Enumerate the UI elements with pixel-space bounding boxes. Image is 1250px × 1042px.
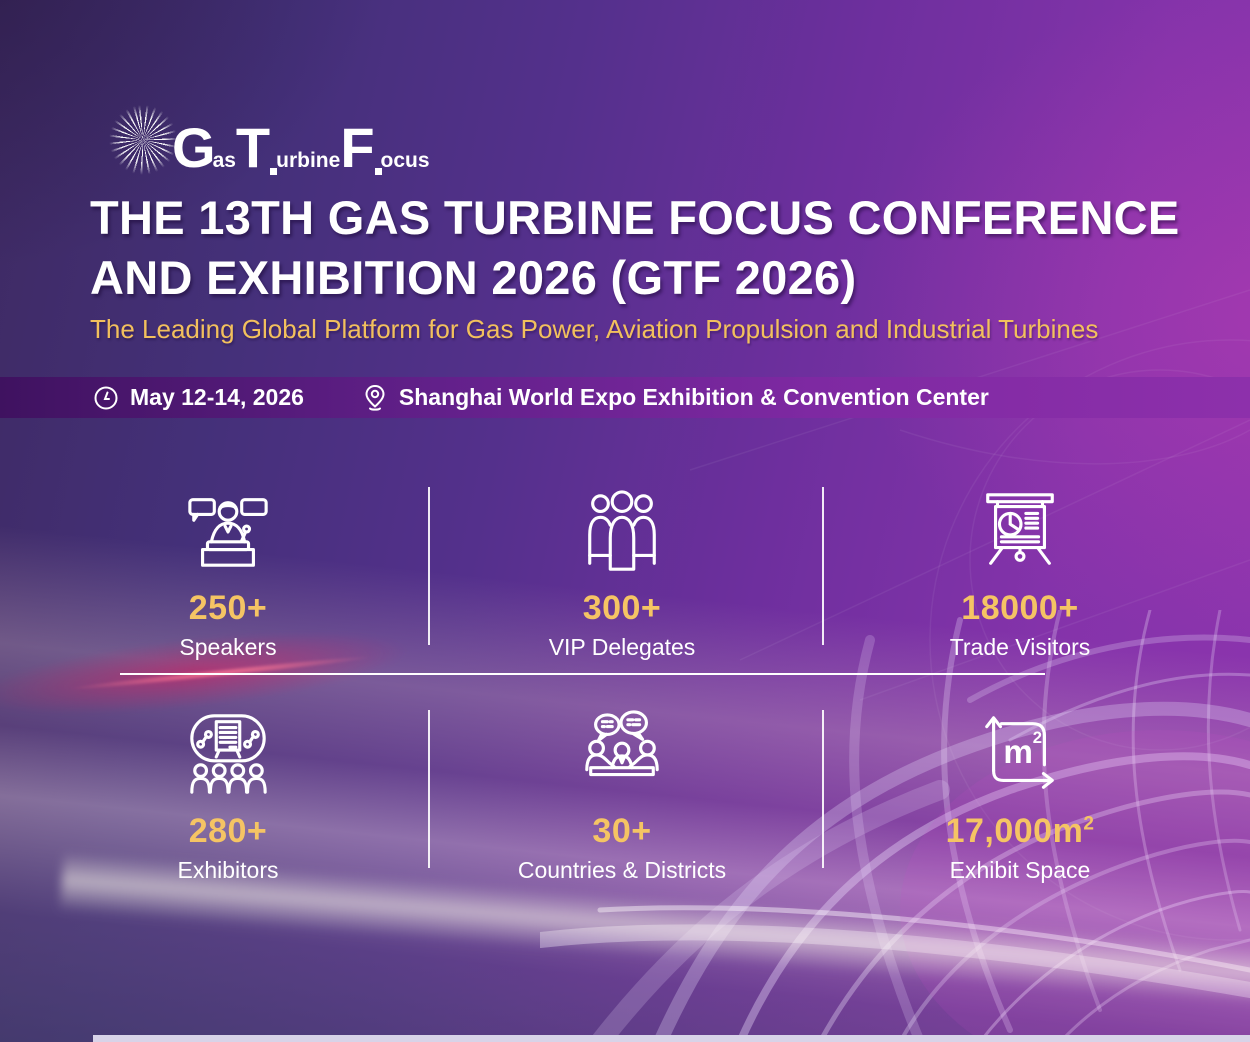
divider-vertical xyxy=(428,710,430,868)
stat-value: 18000+ xyxy=(961,589,1079,627)
stat-value: 17,000m2 xyxy=(945,812,1095,850)
delegates-group-icon xyxy=(452,483,792,575)
exhibitor-booth-icon xyxy=(58,706,398,798)
stat-label: Speakers xyxy=(179,634,277,660)
stat-label: Exhibit Space xyxy=(949,857,1091,883)
stat-countries: 30+ Countries & Districts xyxy=(452,706,792,886)
turbine-fan-icon xyxy=(86,94,178,176)
event-venue: Shanghai World Expo Exhibition & Convent… xyxy=(398,384,989,410)
logo-word-urbine: urbine xyxy=(276,149,341,172)
square-meter-icon: m 2 xyxy=(850,706,1190,798)
podium-speaker-icon xyxy=(58,483,398,575)
stat-exhibit-space: m 2 17,000m2 Exhibit Space xyxy=(850,706,1190,886)
meeting-discussion-icon xyxy=(452,706,792,798)
stat-label: Exhibitors xyxy=(177,857,279,883)
subtitle: The Leading Global Platform for Gas Powe… xyxy=(90,314,1099,344)
logo-letter-f: F xyxy=(340,116,374,179)
divider-vertical xyxy=(822,487,824,645)
stat-value: 250+ xyxy=(188,589,268,627)
stat-exhibitors: 280+ Exhibitors xyxy=(58,706,398,886)
logo-letter-t: T xyxy=(235,116,270,179)
location-pin-icon xyxy=(362,384,388,412)
logo-dot xyxy=(270,168,278,175)
presentation-board-icon xyxy=(850,483,1190,575)
svg-text:2: 2 xyxy=(1033,728,1042,747)
logo-word-ocus: ocus xyxy=(380,149,430,172)
stat-vip-delegates: 300+ VIP Delegates xyxy=(452,483,792,663)
svg-text:m: m xyxy=(1003,734,1033,771)
stat-label: Trade Visitors xyxy=(949,634,1091,660)
title-line-1: THE 13TH GAS TURBINE FOCUS CONFERENCE xyxy=(90,191,1180,244)
stat-value: 280+ xyxy=(188,812,268,850)
stat-value: 30+ xyxy=(592,812,652,850)
stat-value: 300+ xyxy=(582,589,662,627)
stat-trade-visitors: 18000+ Trade Visitors xyxy=(850,483,1190,663)
bottom-edge-strip xyxy=(93,1035,1250,1042)
event-info-band: May 12-14, 2026 Shanghai World Expo Exhi… xyxy=(0,377,1250,418)
title-line-2: AND EXHIBITION 2026 (GTF 2026) xyxy=(90,251,857,304)
stat-value-superscript: 2 xyxy=(1083,813,1095,835)
stat-label: Countries & Districts xyxy=(517,857,727,883)
logo-letter-g: G xyxy=(172,116,216,179)
divider-vertical xyxy=(822,710,824,868)
venue-group: Shanghai World Expo Exhibition & Convent… xyxy=(362,384,989,412)
logo-word-as: as xyxy=(212,149,236,172)
page-title: THE 13TH GAS TURBINE FOCUS CONFERENCE AN… xyxy=(90,188,1180,308)
divider-vertical xyxy=(428,487,430,645)
divider-horizontal xyxy=(120,673,1045,675)
logo-dot xyxy=(374,168,382,175)
stat-label: VIP Delegates xyxy=(548,634,696,660)
clock-icon xyxy=(93,385,119,411)
event-dates: May 12-14, 2026 xyxy=(130,384,304,410)
stat-speakers: 250+ Speakers xyxy=(58,483,398,663)
